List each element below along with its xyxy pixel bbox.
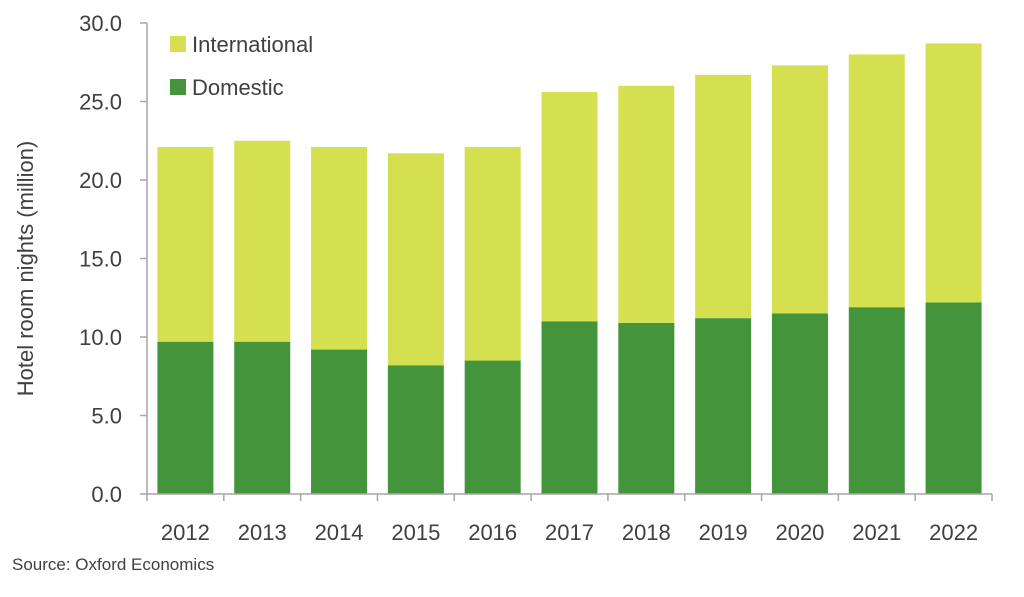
bar-domestic-2019 (695, 318, 752, 494)
x-axis-ticks: 2012 2013 2014 2015 2016 2017 2018 2019 2020 2021… (146, 494, 993, 545)
bar-domestic-2013 (234, 341, 291, 494)
bar-domestic-2020 (771, 313, 828, 494)
bar-domestic-2012 (157, 341, 214, 494)
bar-international-2022 (925, 43, 982, 303)
bar-international-2014 (311, 147, 368, 350)
x-tick-label: 2022 (929, 520, 978, 545)
bar-domestic-2016 (464, 360, 521, 494)
y-tick-label: 25.0 (79, 90, 122, 115)
bar-international-2016 (464, 147, 521, 361)
y-tick-label: 10.0 (79, 325, 122, 350)
x-tick-label: 2021 (852, 520, 901, 545)
bar-international-2019 (695, 74, 752, 319)
bar-international-2017 (541, 92, 598, 322)
legend: International Domestic (170, 32, 313, 100)
bar-international-2012 (157, 147, 214, 342)
bar-domestic-2015 (387, 365, 444, 494)
bar-international-2020 (771, 65, 828, 314)
stacked-bar-chart: 0.05.010.015.020.025.030.0 2012 2013 2014 2… (13, 11, 993, 545)
bar-international-2015 (387, 153, 444, 366)
x-tick-label: 2013 (238, 520, 287, 545)
bar-international-2018 (618, 85, 675, 323)
legend-label-domestic: Domestic (192, 75, 284, 100)
x-tick-label: 2012 (161, 520, 210, 545)
bars-group (157, 43, 982, 494)
x-tick-label: 2018 (622, 520, 671, 545)
legend-swatch-domestic (170, 79, 186, 95)
y-tick-label: 30.0 (79, 11, 122, 36)
x-tick-label: 2019 (699, 520, 748, 545)
x-tick-label: 2015 (391, 520, 440, 545)
y-tick-label: 20.0 (79, 168, 122, 193)
legend-swatch-international (170, 36, 186, 52)
legend-label-international: International (192, 32, 313, 57)
x-tick-label: 2017 (545, 520, 594, 545)
bar-domestic-2022 (925, 302, 982, 494)
y-tick-label: 5.0 (91, 404, 122, 429)
y-axis-title: Hotel room nights (million) (13, 141, 38, 397)
bar-international-2013 (234, 140, 291, 342)
y-axis-ticks: 0.0 5.0 10.0 15.0 20.0 25.0 30.0 (79, 11, 147, 507)
source-note: Source: Oxford Economics (12, 555, 215, 574)
x-tick-label: 2020 (775, 520, 824, 545)
bar-domestic-2014 (311, 349, 368, 494)
x-tick-label: 2016 (468, 520, 517, 545)
bar-international-2021 (848, 54, 905, 308)
bar-domestic-2018 (618, 322, 675, 494)
x-tick-label: 2014 (315, 520, 364, 545)
bar-domestic-2021 (848, 307, 905, 494)
y-tick-label: 0.0 (91, 482, 122, 507)
y-tick-label: 15.0 (79, 247, 122, 272)
bar-domestic-2017 (541, 321, 598, 494)
